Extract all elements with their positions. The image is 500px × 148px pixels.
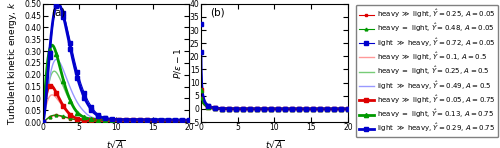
X-axis label: $t\sqrt{A}$: $t\sqrt{A}$	[106, 138, 126, 148]
Text: (a): (a)	[52, 7, 66, 17]
Y-axis label: Turbulent kinetic energy, $k$: Turbulent kinetic energy, $k$	[6, 1, 18, 125]
Legend: heavy $\gg$ light, $\hat{Y} = 0.25$, $A = 0.05$, heavy $=$ light, $\hat{Y} = 0.4: heavy $\gg$ light, $\hat{Y} = 0.25$, $A …	[356, 5, 498, 137]
Y-axis label: $P/\varepsilon-1$: $P/\varepsilon-1$	[172, 47, 183, 79]
X-axis label: $t\sqrt{A}$: $t\sqrt{A}$	[264, 138, 284, 148]
Text: (b): (b)	[210, 7, 224, 17]
